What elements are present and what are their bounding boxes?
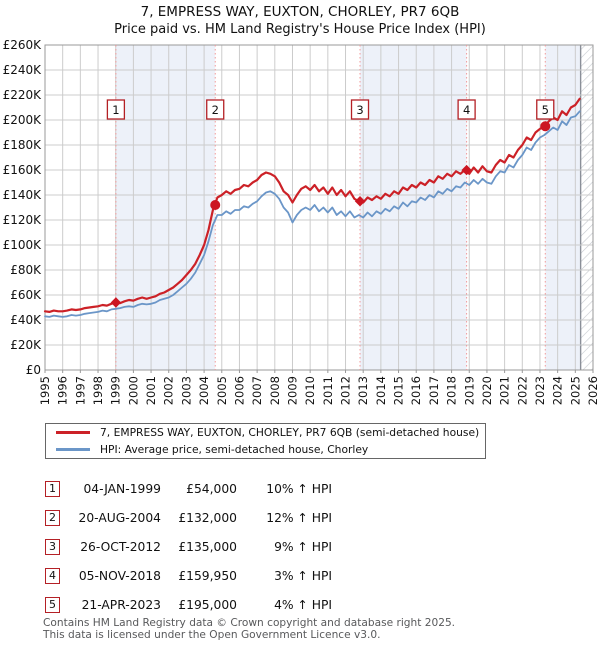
svg-text:1: 1 (112, 103, 119, 117)
legend-item-property: 7, EMPRESS WAY, EUXTON, CHORLEY, PR7 6QB… (46, 426, 485, 440)
svg-text:2005: 2005 (215, 376, 229, 405)
svg-text:1998: 1998 (91, 376, 105, 405)
svg-text:1996: 1996 (56, 376, 70, 405)
legend-item-hpi: HPI: Average price, semi-detached house,… (46, 443, 485, 457)
svg-text:2016: 2016 (409, 376, 423, 405)
svg-text:2022: 2022 (515, 376, 529, 405)
legend-label: HPI: Average price, semi-detached house,… (100, 442, 369, 456)
svg-text:1997: 1997 (73, 376, 87, 405)
table-row: 3 26-OCT-2012 £135,000 9% ↑ HPI (45, 538, 345, 555)
sale-number-badge: 4 (45, 567, 60, 584)
svg-text:£20K: £20K (10, 338, 42, 352)
sale-number-badge: 3 (45, 538, 60, 555)
sale-hpi-delta: 3% ↑ HPI (274, 568, 332, 583)
svg-text:2026: 2026 (586, 376, 600, 405)
svg-text:2001: 2001 (144, 376, 158, 405)
svg-text:£40K: £40K (10, 313, 42, 327)
svg-text:2007: 2007 (250, 376, 264, 405)
svg-text:2: 2 (212, 103, 219, 117)
svg-text:£180K: £180K (3, 138, 43, 152)
sale-price: £135,000 (178, 539, 237, 554)
svg-text:£260K: £260K (3, 38, 43, 52)
svg-text:2002: 2002 (162, 376, 176, 405)
property-line-swatch (56, 431, 90, 435)
table-row: 5 21-APR-2023 £195,000 4% ↑ HPI (45, 596, 345, 613)
hpi-line-swatch (56, 448, 90, 451)
svg-text:2021: 2021 (498, 376, 512, 405)
svg-text:2000: 2000 (126, 376, 140, 405)
svg-text:2009: 2009 (285, 376, 299, 405)
sale-date: 04-JAN-1999 (83, 481, 161, 496)
sale-hpi-delta: 4% ↑ HPI (274, 597, 332, 612)
license-line-1: Contains HM Land Registry data © Crown c… (43, 617, 456, 629)
sale-number-badge: 2 (45, 509, 60, 526)
price-history-chart: £0 £20K £40K £60K £80K £100K £120K £140K £160K £1… (3, 38, 600, 405)
page-subtitle: Price paid vs. HM Land Registry's House … (114, 22, 486, 37)
svg-text:£0: £0 (26, 363, 41, 377)
svg-text:2010: 2010 (303, 376, 317, 405)
svg-text:£60K: £60K (10, 288, 42, 302)
table-row: 2 20-AUG-2004 £132,000 12% ↑ HPI (45, 509, 345, 526)
svg-text:£220K: £220K (3, 88, 43, 102)
svg-text:2006: 2006 (232, 376, 246, 405)
sale-price: £54,000 (186, 481, 237, 496)
chart-legend: 7, EMPRESS WAY, EUXTON, CHORLEY, PR7 6QB… (45, 423, 486, 459)
svg-text:2015: 2015 (392, 376, 406, 405)
svg-text:1995: 1995 (38, 376, 52, 405)
sale-hpi-delta: 9% ↑ HPI (274, 539, 332, 554)
svg-text:£240K: £240K (3, 63, 43, 77)
license-note: Contains HM Land Registry data © Crown c… (43, 617, 593, 641)
sale-price: £195,000 (178, 597, 237, 612)
svg-text:2004: 2004 (197, 376, 211, 405)
svg-text:£120K: £120K (3, 213, 43, 227)
sale-hpi-delta: 12% ↑ HPI (266, 510, 332, 525)
sale-hpi-delta: 10% ↑ HPI (266, 481, 332, 496)
table-row: 4 05-NOV-2018 £159,950 3% ↑ HPI (45, 567, 345, 584)
svg-text:£100K: £100K (3, 238, 43, 252)
svg-text:£80K: £80K (10, 263, 42, 277)
svg-text:2003: 2003 (179, 376, 193, 405)
svg-text:1999: 1999 (109, 376, 123, 405)
license-line-2: This data is licensed under the Open Gov… (43, 628, 381, 641)
svg-text:2014: 2014 (374, 376, 388, 405)
svg-text:2020: 2020 (480, 376, 494, 405)
svg-text:£140K: £140K (3, 188, 43, 202)
svg-text:2025: 2025 (568, 376, 582, 405)
svg-text:2024: 2024 (551, 376, 565, 405)
svg-text:£160K: £160K (3, 163, 43, 177)
sale-date: 05-NOV-2018 (78, 568, 161, 583)
svg-text:2011: 2011 (321, 376, 335, 405)
sale-date: 21-APR-2023 (81, 597, 161, 612)
svg-text:£200K: £200K (3, 113, 43, 127)
sale-number-badge: 1 (45, 480, 60, 497)
svg-text:3: 3 (356, 103, 363, 117)
sale-date: 20-AUG-2004 (78, 510, 162, 525)
page-title: 7, EMPRESS WAY, EUXTON, CHORLEY, PR7 6QB (140, 4, 460, 20)
svg-text:2008: 2008 (268, 376, 282, 405)
svg-text:2012: 2012 (339, 376, 353, 405)
svg-text:4: 4 (463, 103, 470, 117)
svg-text:5: 5 (542, 103, 549, 117)
svg-text:2013: 2013 (356, 376, 370, 405)
svg-text:2018: 2018 (445, 376, 459, 405)
sale-price: £159,950 (178, 568, 237, 583)
table-row: 1 04-JAN-1999 £54,000 10% ↑ HPI (45, 480, 345, 497)
sale-date: 26-OCT-2012 (80, 539, 161, 554)
svg-text:2019: 2019 (462, 376, 476, 405)
legend-label: 7, EMPRESS WAY, EUXTON, CHORLEY, PR7 6QB… (100, 426, 480, 440)
sale-price: £132,000 (178, 510, 237, 525)
svg-text:2023: 2023 (533, 376, 547, 405)
svg-text:2017: 2017 (427, 376, 441, 405)
sale-number-badge: 5 (45, 596, 60, 613)
